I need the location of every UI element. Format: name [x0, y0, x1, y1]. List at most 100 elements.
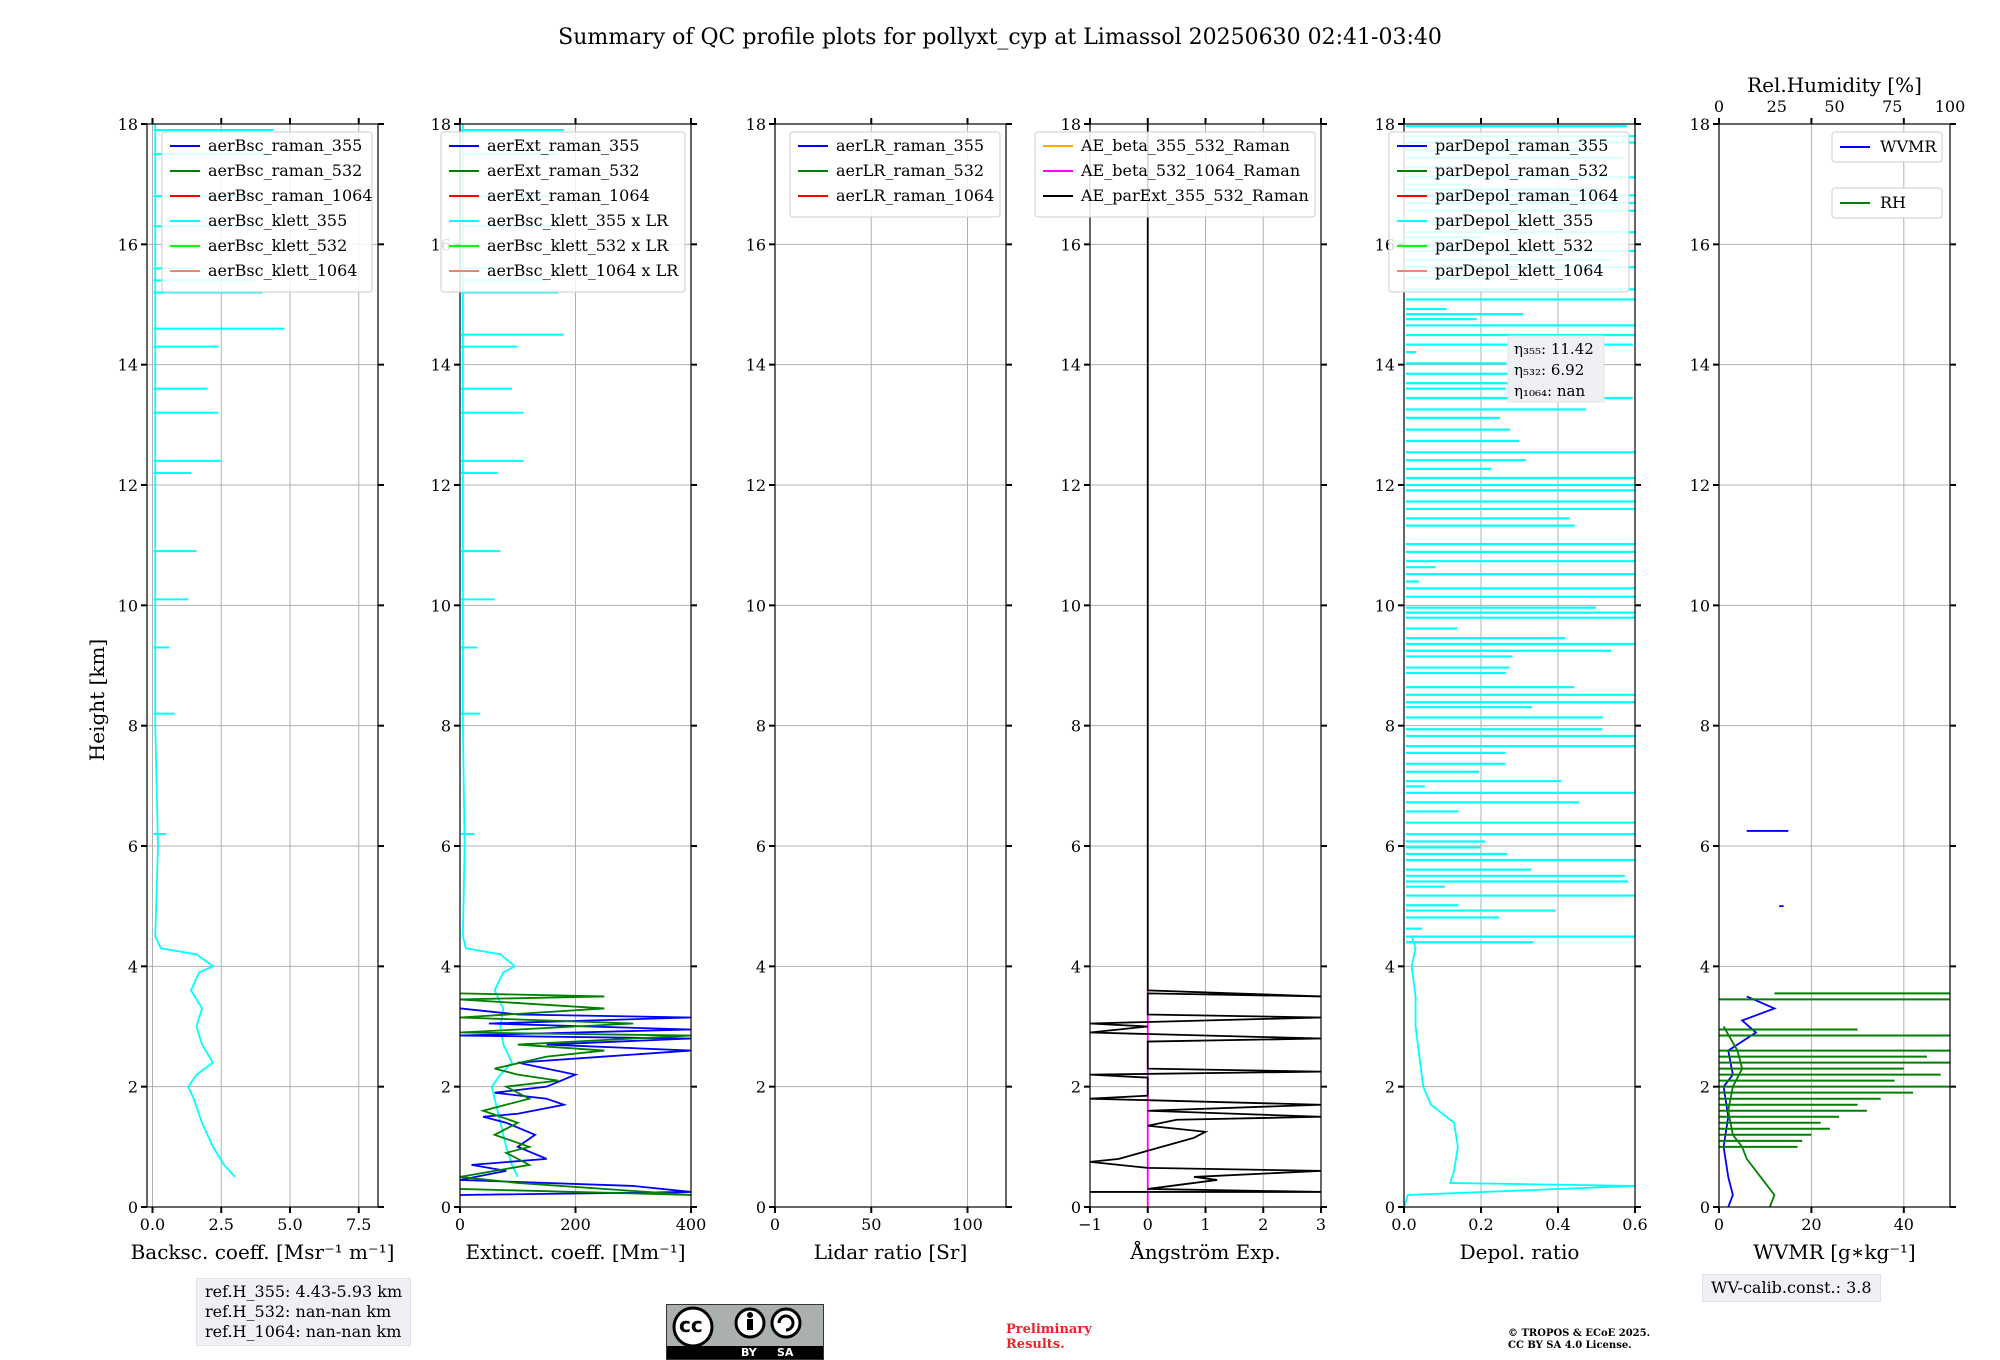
y-tick-label: 10: [431, 596, 451, 615]
x-tick-label: 5.0: [277, 1215, 302, 1234]
series-group: [1719, 830, 1950, 1207]
y-tick-label: 2: [1071, 1078, 1081, 1097]
x-tick-label: 100: [952, 1215, 983, 1234]
ref-height-355: ref.H_355: 4.43-5.93 km: [205, 1282, 403, 1301]
legend-label: parDepol_raman_355: [1435, 136, 1608, 155]
figure-title: Summary of QC profile plots for pollyxt_…: [558, 25, 1442, 50]
series-parDepol_klett_355: [1404, 935, 1635, 1207]
y-tick-label: 8: [441, 717, 451, 736]
legend-box: [1831, 131, 1943, 163]
y-tick-label: 18: [1061, 115, 1081, 134]
preliminary-note: Preliminary Results.: [1006, 1322, 1092, 1352]
y-tick-label: 12: [118, 476, 138, 495]
y-tick-label: 4: [128, 957, 138, 976]
series-aerExt_raman_355: [460, 1007, 691, 1196]
y-tick-label: 16: [1061, 235, 1081, 254]
x-axis-label: Lidar ratio [Sr]: [814, 1240, 968, 1264]
y-tick-label: 14: [1061, 356, 1081, 375]
x-tick-label: 20: [1801, 1215, 1821, 1234]
legend-label: AE_parExt_355_532_Raman: [1080, 186, 1309, 205]
y-tick-label: 12: [746, 476, 766, 495]
wv-calib-const: WV-calib.const.: 3.8: [1711, 1278, 1872, 1297]
y-tick-label: 0: [1700, 1198, 1710, 1217]
y-tick-label: 18: [1375, 115, 1395, 134]
x-tick-label: 0: [770, 1215, 780, 1234]
top-x-tick-label: 75: [1882, 97, 1902, 116]
panel-ext: 0246810121416180200400Extinct. coeff. [M…: [431, 115, 707, 1264]
y-tick-label: 12: [1061, 476, 1081, 495]
legend-label: aerBsc_klett_532: [208, 236, 347, 255]
legend-label: aerBsc_klett_1064 x LR: [487, 261, 679, 280]
x-axis-label: Backsc. coeff. [Msr⁻¹ m⁻¹]: [131, 1240, 395, 1264]
panel-bsc: 0 2 4 6 8 10 12 14 16 18 0.0 2.5 5.0 7.5 Backsc. coeff…: [118, 115, 395, 1264]
legend-label: WVMR: [1880, 137, 1937, 156]
x-tick-label: 0: [1714, 1215, 1724, 1234]
legend-label: aerExt_raman_1064: [487, 186, 650, 205]
x-tick-label: 7.5: [346, 1215, 371, 1234]
ref-height-532: ref.H_532: nan-nan km: [205, 1302, 392, 1321]
x-tick-label: 0.2: [1468, 1215, 1493, 1234]
legend-label: aerLR_raman_532: [836, 161, 984, 180]
y-tick-label: 8: [1385, 717, 1395, 736]
preliminary-line-2: Results.: [1006, 1337, 1065, 1352]
y-tick-label: 14: [118, 356, 138, 375]
y-tick-label: 16: [118, 235, 138, 254]
cc-by-label: BY: [741, 1346, 757, 1359]
x-tick-label: 1: [1200, 1215, 1210, 1234]
y-tick-label: 10: [118, 596, 138, 615]
y-tick-label: 16: [1690, 235, 1710, 254]
x-tick-label: 0: [455, 1215, 465, 1234]
eta-annotation-box: [1507, 335, 1605, 403]
x-tick-label: 400: [676, 1215, 707, 1234]
legend-label: aerBsc_klett_532 x LR: [487, 236, 669, 255]
y-tick-label: 12: [1690, 476, 1710, 495]
series-AE_parExt_355_532_Raman: [1090, 124, 1321, 1193]
reference-heights-box: ref.H_355: 4.43-5.93 km ref.H_532: nan-n…: [196, 1278, 412, 1346]
legend-box: [440, 131, 686, 293]
eta-annotation-line: η₁₀₆₄: nan: [1514, 382, 1585, 400]
legend-label: parDepol_raman_532: [1435, 161, 1608, 180]
y-tick-label: 4: [1071, 957, 1081, 976]
x-tick-label: 2: [1258, 1215, 1268, 1234]
eta-annotation-line: η₃₅₅: 11.42: [1514, 340, 1594, 358]
y-tick-label: 14: [431, 356, 451, 375]
y-tick-label: 4: [1385, 957, 1395, 976]
y-tick-label: 18: [118, 115, 138, 134]
legend-box: [1831, 187, 1943, 219]
legend-box: [1034, 131, 1316, 218]
y-tick-label: 0: [1071, 1198, 1081, 1217]
copyright-note: © TROPOS & ECoE 2025. CC BY SA 4.0 Licen…: [1508, 1328, 1650, 1352]
legend-label: aerExt_raman_532: [487, 161, 640, 180]
legend-label: aerLR_raman_355: [836, 136, 984, 155]
x-tick-label: 40: [1894, 1215, 1914, 1234]
legend-box: [789, 131, 1001, 218]
y-tick-label: 12: [1375, 476, 1395, 495]
legend-label: parDepol_klett_1064: [1435, 261, 1604, 280]
x-tick-label: 3: [1316, 1215, 1326, 1234]
y-tick-label: 0: [441, 1198, 451, 1217]
cc-license-badge: cc BY SA: [666, 1304, 824, 1360]
y-tick-label: 16: [746, 235, 766, 254]
y-tick-label: 14: [1690, 356, 1710, 375]
legend-label: parDepol_raman_1064: [1435, 186, 1619, 205]
y-tick-label: 0: [756, 1198, 766, 1217]
ref-height-1064: ref.H_1064: nan-nan km: [205, 1322, 402, 1341]
series-RH: [1722, 1026, 1776, 1207]
y-tick-label: 6: [756, 837, 766, 856]
y-tick-label: 8: [1071, 717, 1081, 736]
y-tick-label: 0: [128, 1198, 138, 1217]
legend-label: aerBsc_klett_355: [208, 211, 347, 230]
x-tick-label: 50: [861, 1215, 881, 1234]
series-WVMR: [1722, 995, 1777, 1207]
y-tick-label: 12: [431, 476, 451, 495]
x-axis-label: Ångström Exp.: [1129, 1239, 1280, 1264]
y-tick-label: 0: [1385, 1198, 1395, 1217]
series-aerExt_raman_532: [460, 992, 691, 1196]
top-x-tick-label: 0: [1714, 97, 1724, 116]
top-x-tick-label: 100: [1935, 97, 1966, 116]
axes-frame: [774, 123, 1007, 1208]
y-tick-label: 4: [441, 957, 451, 976]
